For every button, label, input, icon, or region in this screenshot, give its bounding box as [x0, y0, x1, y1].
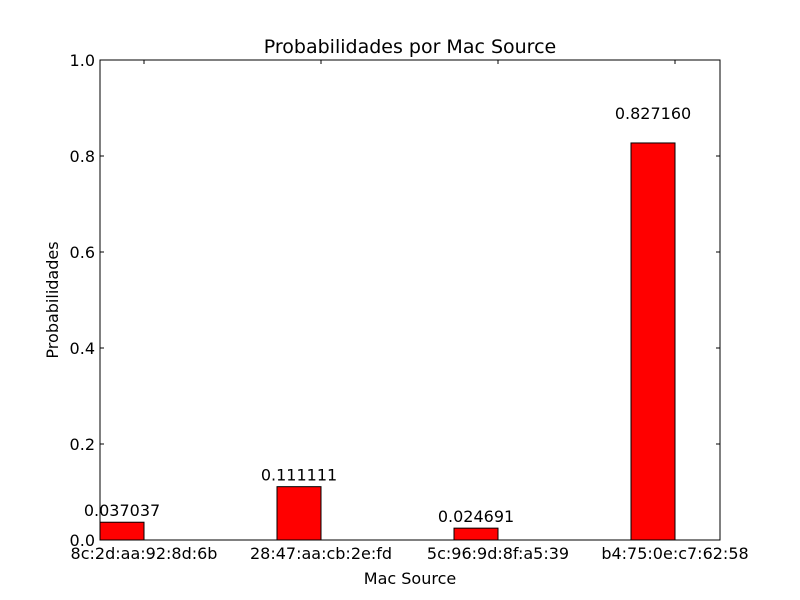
- x-tick-label-3: b4:75:0e:c7:62:58: [601, 544, 748, 563]
- y-axis: 0.0 0.2 0.4 0.6 0.8 1.0: [70, 51, 720, 550]
- x-tick-label-1: 28:47:aa:cb:2e:fd: [250, 544, 392, 563]
- y-tick-label-5: 1.0: [70, 51, 95, 70]
- bar-0: [99, 521, 145, 541]
- plot-frame: [99, 59, 721, 541]
- y-tick-label-0: 0.0: [70, 531, 95, 550]
- bar-1: [276, 486, 322, 541]
- x-axis-label: Mac Source: [364, 569, 456, 588]
- y-tick-label-3: 0.6: [70, 243, 95, 262]
- y-tick-label-2: 0.4: [70, 339, 95, 358]
- bar-value-label-1: 0.111111: [261, 466, 337, 485]
- bar-value-label-2: 0.024691: [438, 507, 514, 526]
- bars-group: 0.037037 0.111111 0.024691 0.827160: [84, 104, 691, 541]
- bar-3: [630, 142, 676, 541]
- x-axis: 8c:2d:aa:92:8d:6b 28:47:aa:cb:2e:fd 5c:96:…: [71, 60, 749, 563]
- x-tick-label-0: 8c:2d:aa:92:8d:6b: [71, 544, 218, 563]
- y-tick-label-4: 0.8: [70, 147, 95, 166]
- chart-title: Probabilidades por Mac Source: [264, 36, 556, 58]
- y-axis-label: Probabilidades: [43, 241, 62, 358]
- x-tick-label-2: 5c:96:9d:8f:a5:39: [427, 544, 569, 563]
- y-tick-label-1: 0.2: [70, 435, 95, 454]
- bar-value-label-3: 0.827160: [615, 104, 691, 123]
- bar-2: [453, 527, 499, 541]
- bar-value-label-0: 0.037037: [84, 501, 160, 520]
